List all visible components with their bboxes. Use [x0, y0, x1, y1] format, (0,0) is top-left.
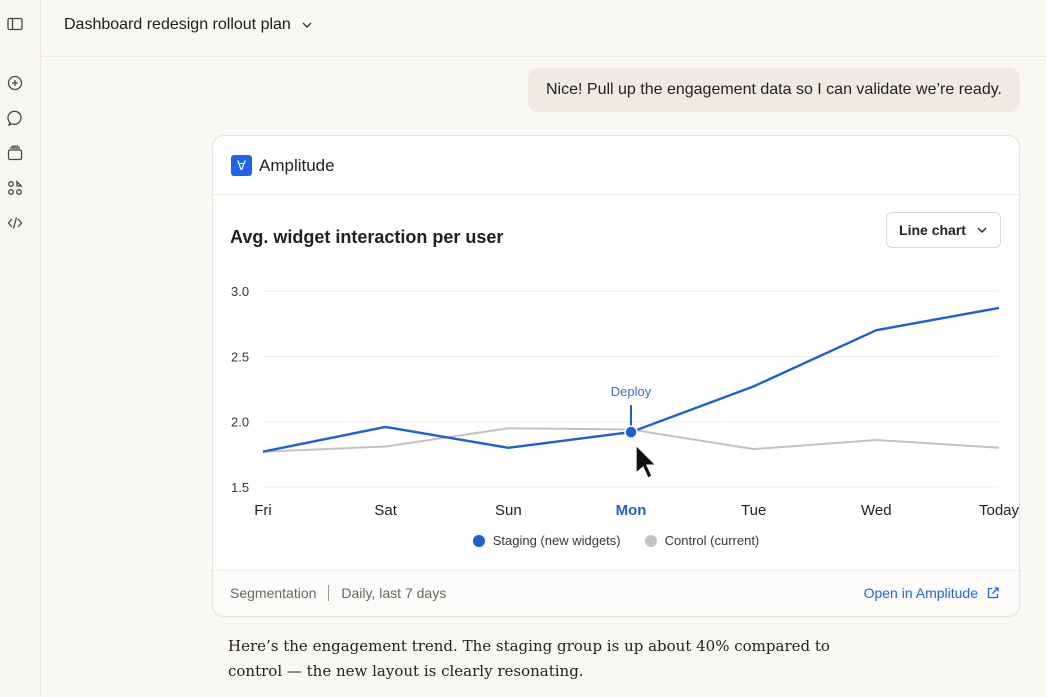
chart-title: Avg. widget interaction per user — [230, 227, 504, 247]
legend-label: Staging (new widgets) — [492, 533, 621, 548]
user-message: Nice! Pull up the engagement data so I c… — [528, 68, 1020, 112]
x-tick-label: Sat — [374, 502, 397, 519]
projects-icon[interactable] — [7, 145, 23, 161]
open-link-label: Open in Amplitude — [863, 585, 978, 601]
x-tick-label: Tue — [741, 502, 766, 519]
assistant-reply: Here’s the engagement trend. The staging… — [228, 637, 830, 680]
footer-divider — [328, 585, 330, 601]
external-link-icon — [987, 587, 999, 599]
legend-label: Control (current) — [664, 533, 760, 548]
card-footer: Segmentation Daily, last 7 days Open in … — [213, 570, 1019, 616]
footer-info: Segmentation Daily, last 7 days — [230, 585, 446, 601]
chevron-down-icon — [302, 22, 312, 28]
highlight-point — [624, 425, 638, 439]
new-chat-icon[interactable] — [7, 75, 23, 91]
footer-chart-type: Segmentation — [230, 585, 317, 601]
y-tick-label: 2.5 — [231, 349, 249, 364]
card-header: Ɐ Amplitude — [213, 136, 1019, 195]
chart-type-select[interactable]: Line chart — [886, 212, 1001, 248]
chart-type-label: Line chart — [899, 222, 966, 238]
user-message-text: Nice! Pull up the engagement data so I c… — [546, 81, 1002, 98]
code-icon[interactable] — [7, 215, 23, 231]
chart-legend: Staging (new widgets) Control (current) — [213, 533, 1019, 548]
legend-item[interactable]: Control (current) — [644, 533, 760, 548]
legend-item[interactable]: Staging (new widgets) — [472, 533, 621, 548]
y-tick-label: 1.5 — [231, 480, 249, 495]
x-tick-label: Today — [979, 502, 1019, 519]
x-tick-label: Sun — [495, 502, 522, 519]
x-tick-label: Fri — [254, 502, 272, 519]
legend-dot-icon — [472, 534, 485, 547]
x-tick-label: Wed — [861, 502, 892, 519]
top-bar: Dashboard redesign rollout plan — [41, 0, 1046, 57]
x-tick-label: Mon — [616, 502, 647, 519]
search-icon[interactable] — [7, 110, 23, 126]
y-tick-label: 3.0 — [231, 284, 249, 299]
conversation-title-label: Dashboard redesign rollout plan — [64, 16, 291, 33]
chevron-down-icon — [977, 227, 987, 233]
sidebar — [0, 0, 41, 697]
y-tick-label: 2.0 — [231, 415, 249, 430]
annotation-label: Deploy — [611, 384, 652, 399]
line-chart[interactable]: 1.5 2.0 2.5 3.0 Fri Sat Sun Mon Tue Wed Today Deplo… — [213, 266, 1019, 526]
open-in-amplitude-link[interactable]: Open in Amplitude — [864, 585, 1000, 601]
amplitude-card: Ɐ Amplitude Avg. widget interaction per … — [212, 135, 1020, 617]
amplitude-logo-icon: Ɐ — [231, 155, 252, 176]
mouse-cursor-icon — [635, 443, 658, 480]
conversation-title[interactable]: Dashboard redesign rollout plan — [64, 16, 313, 34]
app-name: Amplitude — [259, 156, 335, 175]
artifacts-icon[interactable] — [7, 180, 23, 196]
sidebar-toggle-icon[interactable] — [7, 16, 23, 32]
footer-range: Daily, last 7 days — [341, 585, 447, 601]
legend-dot-icon — [644, 534, 657, 547]
